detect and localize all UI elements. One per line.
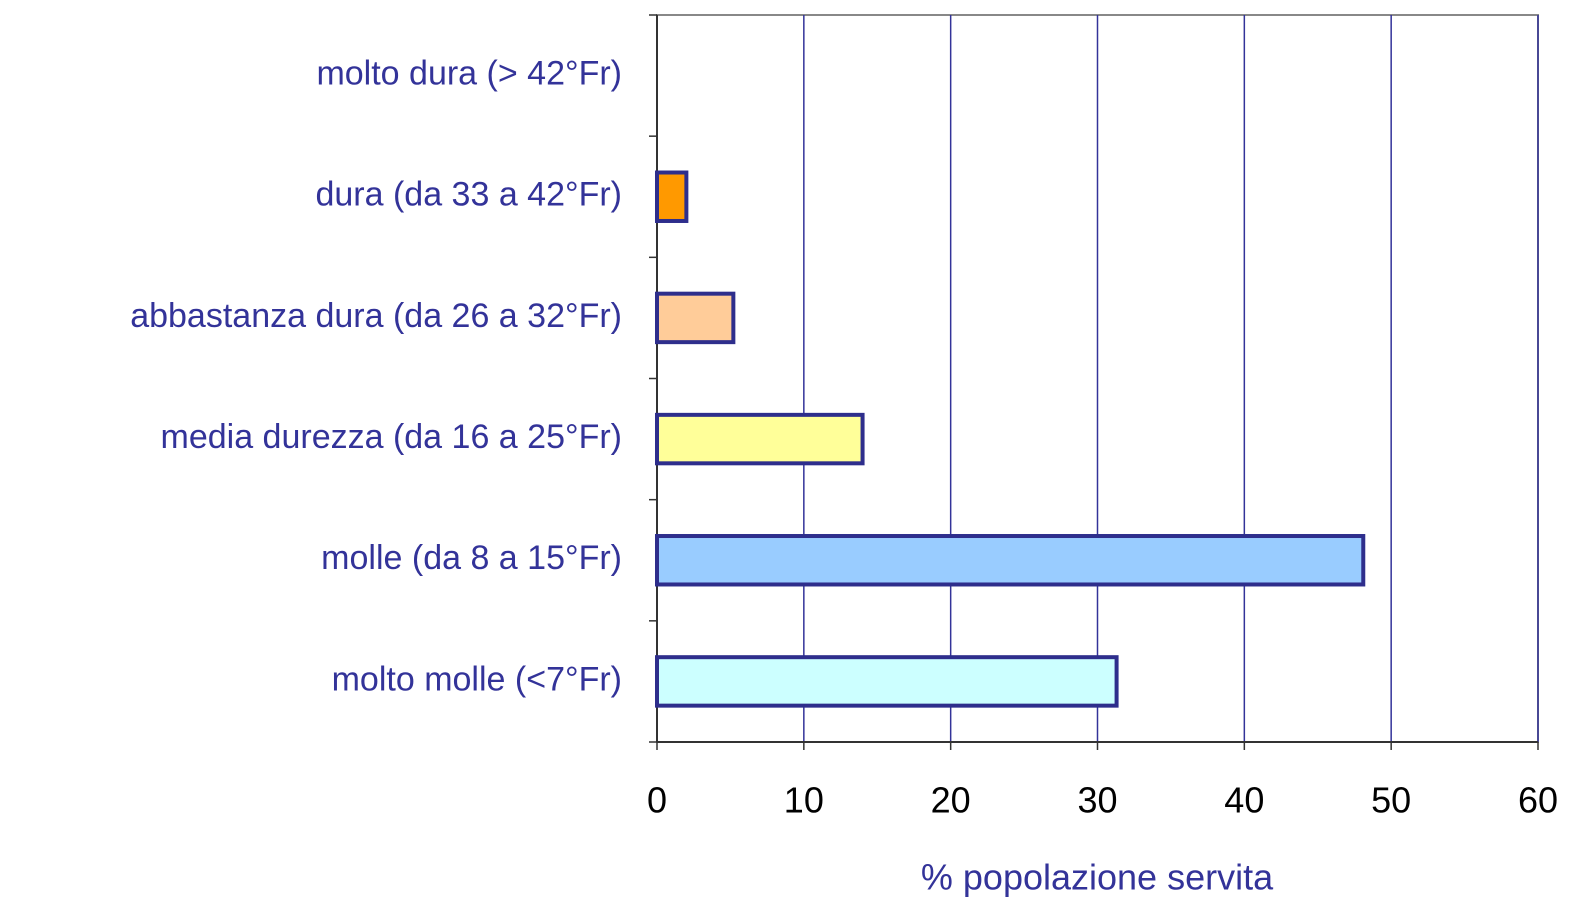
y-tick-label: molle (da 8 a 15°Fr) bbox=[321, 539, 622, 577]
y-tick-label: molto molle (<7°Fr) bbox=[332, 660, 622, 698]
x-tick-label: 10 bbox=[784, 780, 824, 821]
bar bbox=[655, 291, 736, 345]
y-tick-label: abbastanza dura (da 26 a 32°Fr) bbox=[130, 297, 622, 335]
x-tick-label: 40 bbox=[1224, 780, 1264, 821]
x-tick-label: 60 bbox=[1518, 780, 1558, 821]
bar bbox=[655, 534, 1366, 587]
x-axis-title: % popolazione servita bbox=[921, 857, 1274, 898]
x-tick-label: 30 bbox=[1077, 780, 1117, 821]
x-tick-label: 50 bbox=[1371, 780, 1411, 821]
y-tick-label: dura (da 33 a 42°Fr) bbox=[315, 176, 622, 214]
bar bbox=[655, 170, 689, 223]
x-tick-label: 0 bbox=[647, 780, 667, 821]
bar bbox=[655, 412, 865, 466]
bar bbox=[655, 655, 1119, 708]
y-tick-label: media durezza (da 16 a 25°Fr) bbox=[161, 418, 623, 456]
y-tick-label: molto dura (> 42°Fr) bbox=[316, 55, 622, 93]
x-tick-label: 20 bbox=[931, 780, 971, 821]
